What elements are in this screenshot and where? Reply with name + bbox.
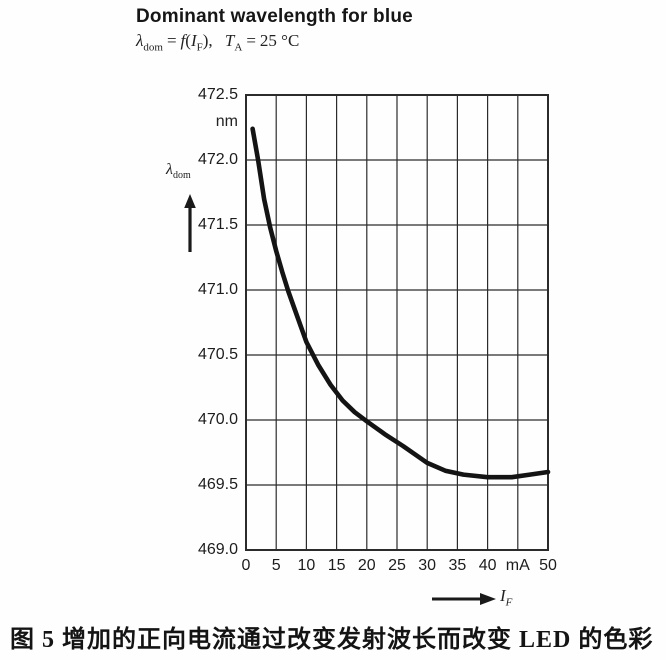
temperature-symbol: T xyxy=(224,31,235,50)
equals-sign: = xyxy=(246,31,256,50)
y-tick-label: 471.0 xyxy=(197,281,238,298)
close-paren: ), xyxy=(202,31,213,50)
current-symbol: I xyxy=(190,31,197,50)
x-axis-symbol: IF xyxy=(500,586,513,609)
y-tick-label: 472.5 xyxy=(197,86,238,103)
current-subscript: F xyxy=(196,41,203,54)
temperature-value: 25 °C xyxy=(259,31,300,50)
y-tick-label: 470.5 xyxy=(197,346,238,363)
chart-title: Dominant wavelength for blue xyxy=(136,6,413,27)
lambda-symbol: λ xyxy=(136,31,144,50)
open-paren: ( xyxy=(185,31,191,50)
x-tick-label: 50 xyxy=(539,557,557,574)
x-tick-label: 40 xyxy=(478,557,497,574)
x-tick-label: 35 xyxy=(448,557,467,574)
y-tick-label: 472.0 xyxy=(197,151,238,168)
y-tick-label: 469.0 xyxy=(197,541,238,558)
plot-border xyxy=(245,94,549,551)
chart-canvas xyxy=(245,94,551,551)
x-tick-label: 0 xyxy=(241,557,251,574)
x-tick-label: 5 xyxy=(271,557,281,574)
y-tick-label: 471.5 xyxy=(197,216,238,233)
plot-area xyxy=(245,94,551,551)
x-tick-label: mA xyxy=(505,557,530,574)
temperature-subscript: A xyxy=(234,41,243,54)
chart-subtitle: λdom = f(IF), TA = 25 °C xyxy=(136,31,299,53)
y-axis-symbol: λdom xyxy=(166,161,191,182)
function-symbol: f xyxy=(180,31,186,50)
x-tick-label: 25 xyxy=(388,557,406,574)
data-curve xyxy=(250,126,551,480)
x-tick-label: 20 xyxy=(357,557,376,574)
y-tick-label: 469.5 xyxy=(197,476,238,493)
x-tick-label: 30 xyxy=(418,557,437,574)
figure-caption: 图 5 增加的正向电流通过改变发射波长而改变 LED 的色彩 xyxy=(10,627,654,653)
y-axis-unit: nm xyxy=(215,113,238,130)
right-arrow-icon xyxy=(432,593,496,605)
equals-sign: = xyxy=(166,31,177,50)
x-tick-label: 10 xyxy=(297,557,316,574)
x-tick-label: 15 xyxy=(327,557,346,574)
up-arrow-icon xyxy=(184,194,196,252)
lambda-subscript: dom xyxy=(143,41,163,54)
y-tick-label: 470.0 xyxy=(197,411,238,428)
